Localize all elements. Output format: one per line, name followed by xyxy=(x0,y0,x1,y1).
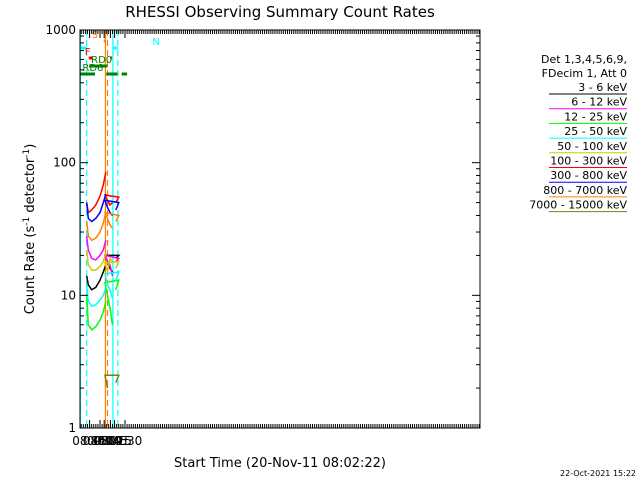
series-line-6-seg1 xyxy=(85,193,107,223)
flag-label-s: S xyxy=(92,30,98,41)
series-line-8-seg2 xyxy=(104,374,120,389)
series-line-1-seg2 xyxy=(103,254,121,277)
series-line-4-seg1 xyxy=(85,249,107,271)
y-tick-label-2: 100 xyxy=(53,156,76,170)
chart-title: RHESSI Observing Summary Count Rates xyxy=(125,3,435,21)
series-line-0-seg1 xyxy=(85,264,107,291)
series-line-5-seg2 xyxy=(103,194,120,207)
y-tick-label-3: 1000 xyxy=(45,23,76,37)
x-tick-label-1: 08:30 xyxy=(83,434,118,448)
legend-entry-2: 12 - 25 keV xyxy=(564,110,627,123)
legend-header-1: FDecim 1, Att 0 xyxy=(542,67,627,80)
series-layer xyxy=(85,171,121,389)
legend-entry-0: 3 - 6 keV xyxy=(578,81,627,94)
x-tick-label-0: 08:15 xyxy=(72,434,107,448)
legend-entry-5: 100 - 300 keV xyxy=(550,155,627,168)
legend-entry-7: 800 - 7000 keV xyxy=(543,184,627,197)
series-line-5-seg1 xyxy=(85,171,107,214)
plot-frame xyxy=(79,29,481,429)
series-line-7-seg2 xyxy=(103,211,120,229)
x-tick-label-2: 08:45 xyxy=(93,434,128,448)
series-line-1-seg1 xyxy=(85,235,107,261)
vertical-marker-layer xyxy=(79,30,119,428)
legend-entry-4: 50 - 100 keV xyxy=(557,140,627,153)
flag-label-f: F xyxy=(85,47,91,58)
legend-entry-8: 7000 - 15000 keV xyxy=(529,199,627,212)
legend-entry-6: 300 - 800 keV xyxy=(550,169,627,182)
x-axis-label: Start Time (20-Nov-11 08:02:22) xyxy=(174,456,386,471)
series-line-3-seg2 xyxy=(104,271,120,299)
footer-date: 22-Oct-2021 15:22 xyxy=(560,469,636,478)
x-tick-label-3: 09:00 xyxy=(87,434,122,448)
x-tick-label-5: 09:30 xyxy=(108,434,143,448)
data-gap-1 xyxy=(105,30,112,428)
data-gap-layer xyxy=(86,30,114,428)
y-tick-label-0: 1 xyxy=(68,421,76,435)
series-line-7-seg1 xyxy=(85,212,107,242)
legend: Det 1,3,4,5,6,9,FDecim 1, Att 03 - 6 keV… xyxy=(529,53,627,213)
legend-entry-3: 25 - 50 keV xyxy=(564,125,627,138)
series-line-3-seg1 xyxy=(85,284,107,307)
flag-label-rd0: RD0 xyxy=(91,55,112,66)
x-tick-label-4: 09:15 xyxy=(97,434,132,448)
legend-header-0: Det 1,3,4,5,6,9, xyxy=(541,53,627,66)
flag-label-n: N xyxy=(152,37,159,48)
series-line-4-seg2 xyxy=(104,256,121,273)
y-tick-label-1: 10 xyxy=(61,288,76,302)
legend-entry-1: 6 - 12 keV xyxy=(571,96,627,109)
y-axis-label: Count Rate (s-1 detector-1) xyxy=(22,144,38,315)
flag-label-rd6: RD6 xyxy=(82,63,103,74)
series-line-2-seg1 xyxy=(85,295,107,331)
series-line-2-seg2 xyxy=(104,279,120,325)
data-gap-0 xyxy=(86,30,88,428)
